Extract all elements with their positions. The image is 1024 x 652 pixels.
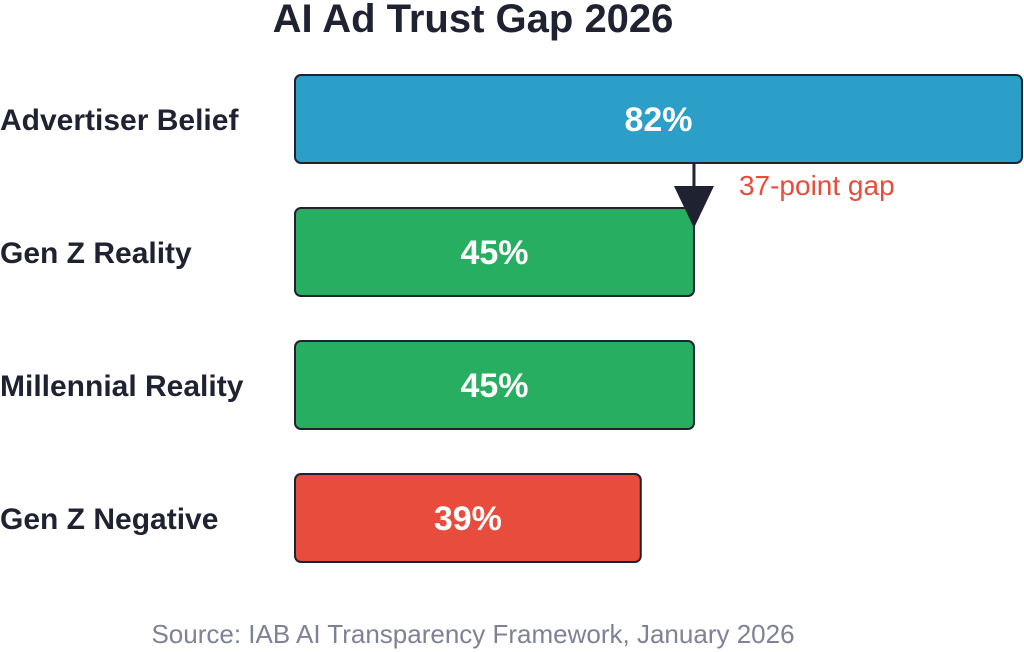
bar-gen-z-reality [294, 207, 695, 297]
bar-gen-z-negative [294, 473, 642, 563]
bar-millennial-reality [294, 340, 695, 430]
value-label-millennial-reality: 45% [460, 367, 528, 405]
gap-annotation: 37-point gap [673, 163, 895, 228]
source-note: Source: IAB AI Transparency Framework, J… [151, 619, 794, 649]
category-label-advertiser-belief: Advertiser Belief [0, 104, 239, 137]
value-label-gen-z-reality: 45% [460, 234, 528, 272]
gap-arrow-head [673, 186, 714, 228]
category-label-millennial-reality: Millennial Reality [0, 370, 244, 403]
value-label-gen-z-negative: 39% [434, 500, 502, 538]
category-label-gen-z-negative: Gen Z Negative [0, 503, 218, 536]
value-label-advertiser-belief: 82% [624, 101, 692, 139]
bar-group: Advertiser Belief 82% Gen Z Reality 45% Mill… [0, 74, 1023, 563]
bar-advertiser-belief [294, 74, 1023, 164]
category-label-gen-z-reality: Gen Z Reality [0, 237, 192, 270]
chart-title: AI Ad Trust Gap 2026 [273, 0, 674, 41]
gap-annotation-label: 37-point gap [739, 170, 895, 201]
